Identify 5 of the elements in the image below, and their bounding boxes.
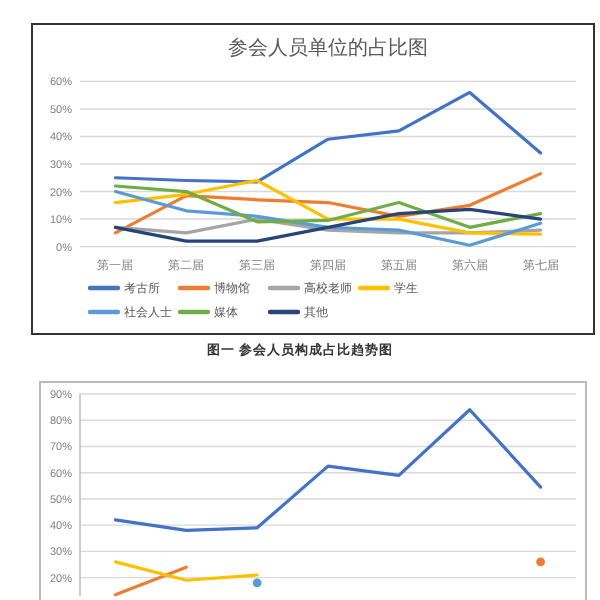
- line-series: [113, 207, 543, 243]
- chart-title: 参会人员单位的占比图: [228, 36, 428, 60]
- line-series: [113, 90, 543, 184]
- line-series: [113, 189, 543, 247]
- line-series: [113, 408, 543, 533]
